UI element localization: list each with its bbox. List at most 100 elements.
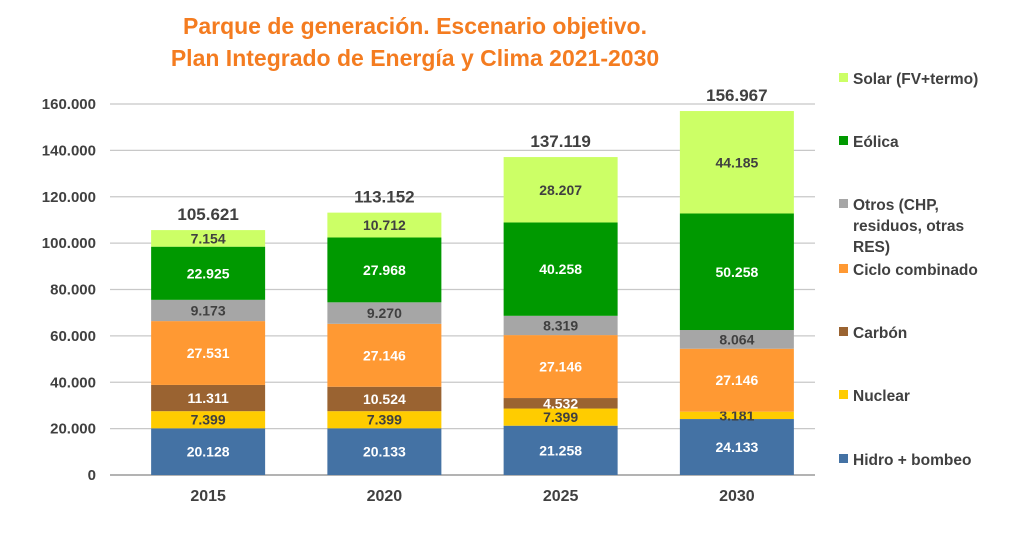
y-tick-label: 40.000 (50, 374, 96, 391)
legend-label: Carbón (853, 325, 907, 342)
data-label: 10.712 (363, 217, 406, 233)
chart-title-line-2: Plan Integrado de Energía y Clima 2021-2… (171, 45, 659, 71)
legend-item: Ciclo combinado (839, 262, 978, 279)
legend-swatch (839, 264, 848, 273)
legend-swatch (839, 454, 848, 463)
legend-label: Solar (FV+termo) (853, 71, 978, 88)
data-label: 20.133 (363, 444, 406, 460)
bar-segment (327, 302, 442, 324)
y-tick-label: 80.000 (50, 282, 96, 299)
bar-segment (503, 398, 618, 409)
bar-segment (503, 335, 618, 399)
legend-label: residuos, otras (853, 218, 964, 235)
data-label: 40.258 (539, 261, 582, 277)
data-label: 7.399 (191, 412, 226, 428)
legend-label: Ciclo combinado (853, 262, 978, 279)
data-label: 10.524 (363, 391, 406, 407)
data-label: 7.399 (367, 412, 402, 428)
y-tick-label: 60.000 (50, 328, 96, 345)
bar-segment (503, 425, 618, 475)
bar-segment (151, 230, 266, 247)
legend-label: Otros (CHP, (853, 197, 939, 214)
data-label: 8.064 (719, 331, 754, 347)
y-tick-label: 20.000 (50, 421, 96, 438)
data-label: 24.133 (715, 439, 758, 455)
data-label: 9.270 (367, 305, 402, 321)
data-label: 9.173 (191, 302, 226, 318)
bar-segment (151, 321, 266, 385)
data-label: 4.532 (543, 395, 578, 411)
data-label: 20.128 (187, 444, 230, 460)
legend-item: Solar (FV+termo) (839, 71, 978, 88)
bar-segment (503, 222, 618, 316)
data-label: 8.319 (543, 317, 578, 333)
data-label: 44.185 (715, 154, 758, 170)
bar-segment (151, 246, 266, 300)
y-axis: 0 20.000 40.000 60.000 80.000 100.000 120.000 1… (42, 96, 96, 484)
bar-segment (151, 411, 266, 429)
data-label: 28.207 (539, 182, 582, 198)
bar-segment (503, 315, 618, 336)
x-tick-label: 2025 (543, 488, 579, 505)
bar-segment (679, 213, 794, 331)
y-tick-label: 120.000 (42, 189, 96, 206)
data-label: 27.531 (187, 345, 230, 361)
total-label: 156.967 (706, 86, 767, 105)
legend-item: Eólica (839, 134, 899, 151)
bar-segment (151, 384, 266, 412)
legend: Hidro + bombeo Nuclear Carbón Ciclo combina… (839, 71, 978, 469)
data-label: 21.258 (539, 442, 582, 458)
bars: 20.128 7.399 11.311 27.531 9.173 22.925 7.154 1… (151, 86, 794, 475)
legend-swatch (839, 199, 848, 208)
legend-swatch (839, 136, 848, 145)
data-label: 7.154 (191, 230, 226, 246)
data-label: 11.311 (187, 390, 228, 406)
bar-segment (327, 428, 442, 475)
bar-segment (503, 157, 618, 223)
bar-segment (679, 348, 794, 412)
bar-segment (679, 111, 794, 214)
data-label: 27.968 (363, 262, 406, 278)
bar-segment (327, 323, 442, 387)
legend-label: RES) (853, 239, 890, 256)
y-tick-label: 100.000 (42, 235, 96, 252)
bar-segment (679, 419, 794, 475)
x-tick-label: 2020 (367, 488, 403, 505)
legend-item: Nuclear (839, 388, 910, 405)
bar-segment (327, 386, 442, 412)
legend-label: Nuclear (853, 388, 910, 405)
data-label: 50.258 (715, 264, 758, 280)
y-tick-label: 0 (88, 467, 96, 484)
bar-segment (151, 428, 266, 475)
legend-swatch (839, 73, 848, 82)
data-label: 27.146 (539, 359, 582, 375)
data-label: 27.146 (715, 372, 758, 388)
data-label: 27.146 (363, 347, 406, 363)
bar-segment (151, 299, 266, 322)
bar-segment (679, 330, 794, 349)
bar-segment (327, 237, 442, 303)
legend-item: Hidro + bombeo (839, 452, 971, 469)
x-tick-label: 2030 (719, 488, 755, 505)
chart-title-line-1: Parque de generación. Escenario objetivo… (183, 13, 647, 39)
x-axis: 2015 2020 2025 2030 (190, 488, 754, 505)
y-tick-label: 160.000 (42, 96, 96, 113)
y-tick-label: 140.000 (42, 142, 96, 159)
bar-segment (327, 411, 442, 429)
data-label: 22.925 (187, 265, 230, 281)
legend-item: Carbón (839, 325, 907, 342)
legend-label: Eólica (853, 134, 899, 151)
data-label: 7.399 (543, 409, 578, 425)
legend-item: Otros (CHP, residuos, otras RES) (839, 197, 964, 256)
total-label: 113.152 (354, 188, 415, 207)
bar-segment (679, 411, 794, 420)
bar-segment (327, 212, 442, 238)
legend-label: Hidro + bombeo (853, 452, 971, 469)
total-label: 105.621 (177, 205, 238, 224)
x-tick-label: 2015 (190, 488, 226, 505)
legend-swatch (839, 390, 848, 399)
bar-segment (503, 408, 618, 426)
total-label: 137.119 (530, 132, 591, 151)
legend-swatch (839, 327, 848, 336)
